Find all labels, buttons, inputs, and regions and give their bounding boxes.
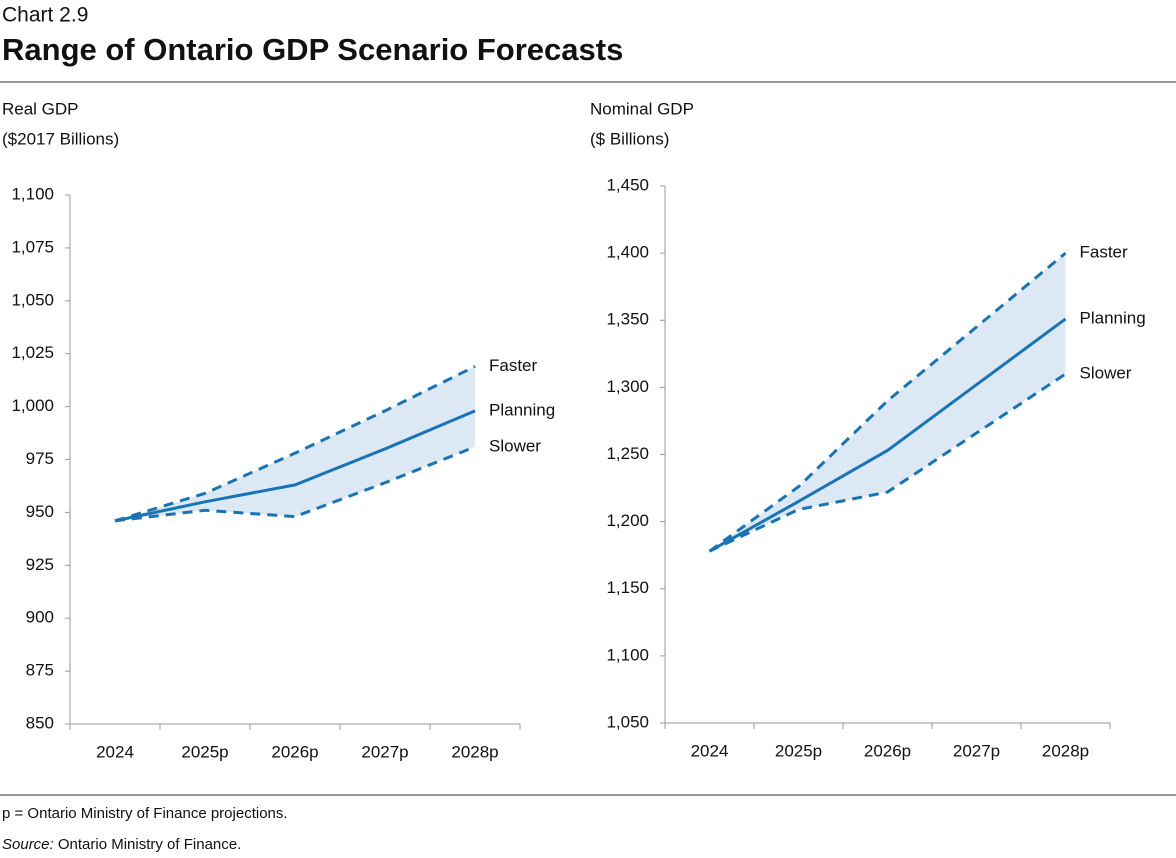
chart-title: Range of Ontario GDP Scenario Forecasts bbox=[2, 32, 623, 67]
x-tick-label: 2026p bbox=[864, 741, 911, 760]
y-tick-label: 950 bbox=[26, 502, 54, 521]
series-line bbox=[114, 445, 476, 523]
x-tick-label: 2025p bbox=[775, 741, 822, 760]
y-tick-label: 1,150 bbox=[606, 578, 649, 597]
axis-title: Real GDP bbox=[2, 99, 79, 118]
x-tick-label: 2024 bbox=[691, 741, 729, 760]
series-line bbox=[708, 317, 1067, 553]
y-tick-label: 1,300 bbox=[606, 377, 649, 396]
series-label: Planning bbox=[1080, 308, 1146, 327]
x-tick-label: 2024 bbox=[96, 742, 134, 761]
y-tick-label: 1,350 bbox=[606, 310, 649, 329]
series-line bbox=[708, 372, 1067, 553]
y-tick-label: 1,050 bbox=[606, 712, 649, 731]
source-label: Source: bbox=[2, 836, 54, 853]
y-tick-label: 925 bbox=[26, 555, 54, 574]
x-tick-label: 2027p bbox=[953, 741, 1000, 760]
series-label: Faster bbox=[489, 356, 538, 375]
y-tick-label: 1,400 bbox=[606, 243, 649, 262]
y-tick-label: 1,075 bbox=[11, 237, 54, 256]
x-tick-label: 2026p bbox=[271, 742, 318, 761]
axis-title: ($ Billions) bbox=[590, 129, 669, 148]
chart-label: Chart 2.9 bbox=[2, 4, 88, 27]
y-tick-label: 975 bbox=[26, 449, 54, 468]
y-tick-label: 1,050 bbox=[11, 290, 54, 309]
x-tick-label: 2027p bbox=[361, 742, 408, 761]
source: Source: Ontario Ministry of Finance. bbox=[2, 836, 241, 853]
y-tick-label: 1,100 bbox=[606, 645, 649, 664]
y-tick-label: 1,100 bbox=[11, 184, 54, 203]
y-tick-label: 850 bbox=[26, 713, 54, 732]
series-line bbox=[114, 409, 476, 523]
range-band bbox=[115, 366, 475, 521]
x-tick-label: 2028p bbox=[1042, 741, 1089, 760]
footnote: p = Ontario Ministry of Finance projecti… bbox=[2, 805, 288, 822]
y-tick-label: 1,250 bbox=[606, 444, 649, 463]
axis-title: ($2017 Billions) bbox=[2, 129, 119, 148]
series-label: Planning bbox=[489, 400, 555, 419]
source-text: Ontario Ministry of Finance. bbox=[54, 836, 242, 853]
series-label: Slower bbox=[489, 436, 541, 455]
y-tick-label: 1,200 bbox=[606, 511, 649, 530]
axis-title: Nominal GDP bbox=[590, 99, 694, 118]
y-tick-label: 900 bbox=[26, 608, 54, 627]
series-label: Faster bbox=[1080, 243, 1129, 262]
series-line bbox=[708, 251, 1067, 553]
y-tick-label: 1,000 bbox=[11, 396, 54, 415]
y-tick-label: 1,450 bbox=[606, 175, 649, 194]
series-label: Slower bbox=[1080, 363, 1132, 382]
x-tick-label: 2028p bbox=[451, 742, 498, 761]
x-tick-label: 2025p bbox=[181, 742, 228, 761]
y-tick-label: 875 bbox=[26, 661, 54, 680]
series-line bbox=[114, 365, 476, 523]
y-tick-label: 1,025 bbox=[11, 343, 54, 362]
